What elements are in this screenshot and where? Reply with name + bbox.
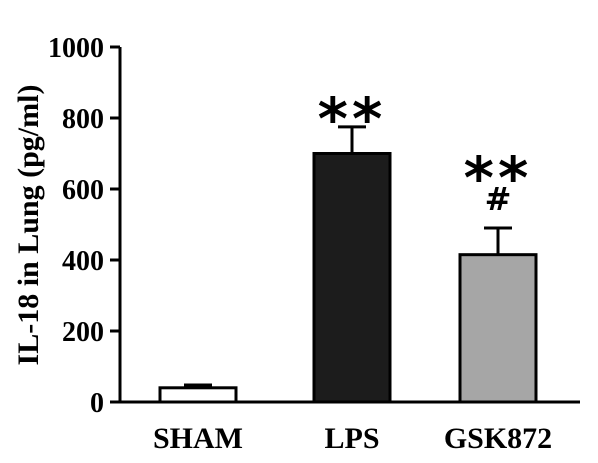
significance-annotations: **#**	[318, 85, 533, 218]
y-tick-label: 400	[62, 246, 104, 277]
y-tick-label: 800	[62, 104, 104, 135]
y-tick-label: 200	[62, 317, 104, 348]
bar-lps	[312, 152, 392, 404]
y-tick-label: 0	[90, 388, 104, 419]
y-axis-title: IL-18 in Lung (pg/ml)	[12, 85, 45, 366]
significance-hash: #	[485, 180, 512, 218]
significance-stars: **	[464, 144, 533, 212]
y-tick-label: 600	[62, 175, 104, 206]
x-axis: SHAM LPS GSK872	[118, 400, 580, 455]
x-tick-label: GSK872	[444, 422, 552, 455]
y-axis: 0 200 400 600 800 1000	[48, 33, 122, 419]
x-tick-label: LPS	[324, 422, 379, 455]
y-tick-label: 1000	[48, 33, 104, 64]
bar-sham	[158, 386, 238, 404]
x-tick-label: SHAM	[153, 422, 243, 455]
bar-gsk872	[458, 253, 538, 404]
significance-stars: **	[318, 85, 387, 153]
